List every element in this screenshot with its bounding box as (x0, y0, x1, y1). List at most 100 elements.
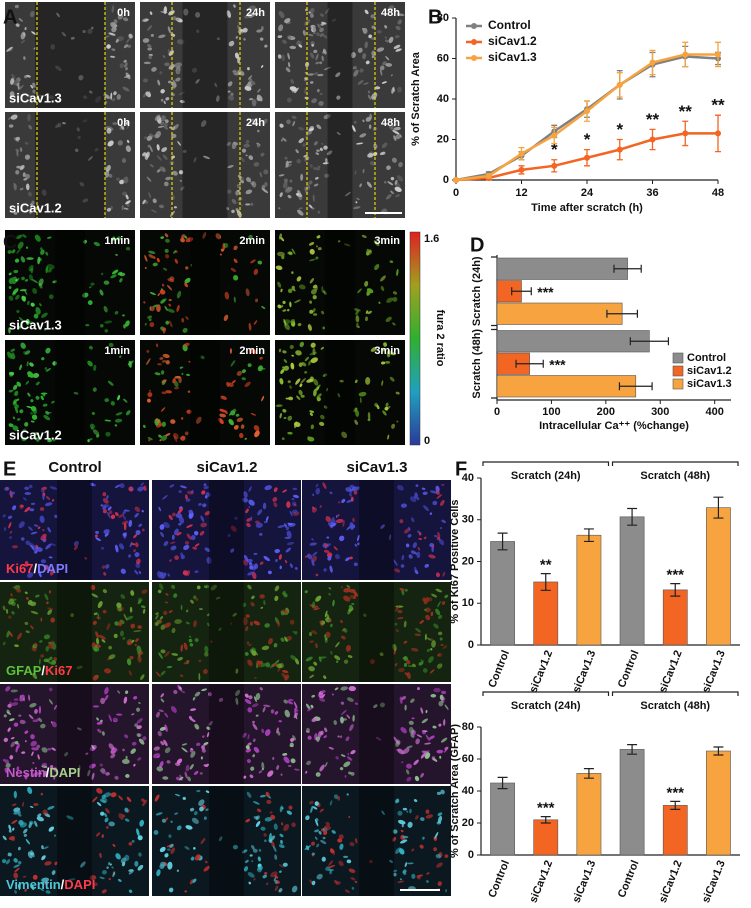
cell (248, 486, 252, 492)
cell (108, 342, 114, 348)
cell (410, 517, 415, 523)
cell (148, 250, 156, 254)
cell (191, 489, 194, 494)
cell (259, 171, 263, 178)
cell (24, 492, 32, 495)
cell (203, 483, 207, 487)
cell (247, 363, 252, 368)
cell (30, 405, 37, 412)
group-bracket (482, 461, 610, 466)
cell (115, 853, 121, 860)
cell (321, 55, 324, 62)
cell (279, 833, 284, 838)
cell (444, 746, 449, 751)
cell (389, 534, 392, 541)
error-bar (583, 768, 594, 779)
cell (142, 18, 149, 23)
cell (419, 620, 424, 624)
legend-label: siCav1.3 (488, 50, 537, 64)
cell (164, 248, 169, 253)
cell (156, 766, 164, 772)
cell (30, 740, 37, 747)
cell (313, 49, 318, 54)
cell (53, 657, 58, 661)
cell (33, 432, 39, 435)
cell (315, 152, 320, 155)
cell (134, 643, 137, 646)
cell (264, 623, 270, 628)
cell (320, 346, 324, 350)
legend-label: Control (687, 352, 726, 364)
cell (326, 387, 329, 392)
cell (194, 854, 201, 861)
cell (201, 688, 208, 692)
cell (323, 48, 327, 55)
cell (110, 92, 113, 100)
cell (316, 393, 322, 399)
cell (282, 137, 287, 142)
cell (280, 773, 283, 776)
cell (35, 395, 40, 400)
cell (314, 829, 320, 833)
time-label: 2min (239, 345, 265, 357)
cell (176, 825, 182, 831)
cell (323, 145, 328, 150)
cell (264, 839, 267, 843)
cell (141, 605, 146, 609)
cell (226, 381, 230, 387)
cell (144, 322, 147, 326)
cell (11, 819, 18, 824)
cell (383, 342, 387, 347)
cell (190, 856, 195, 861)
cell (14, 258, 20, 263)
cell (159, 726, 166, 731)
cell (200, 756, 203, 760)
cell (323, 735, 328, 739)
cell (280, 839, 283, 844)
cell (331, 830, 336, 834)
cell (381, 81, 387, 84)
cell (83, 95, 88, 100)
x-tick-label: 36 (646, 187, 658, 199)
cell (206, 726, 211, 730)
cell (104, 398, 110, 403)
cell (331, 693, 334, 696)
cell (47, 747, 52, 751)
cell (256, 808, 262, 813)
cell (17, 325, 21, 329)
cell (433, 836, 438, 841)
cell (40, 617, 43, 622)
cell (403, 656, 408, 661)
cell (173, 593, 178, 598)
cell (128, 889, 133, 893)
cell (235, 413, 240, 417)
cell (430, 490, 438, 494)
cell (50, 44, 56, 50)
cell (142, 38, 150, 43)
cell (306, 760, 312, 766)
cell (95, 637, 100, 645)
cell (411, 873, 416, 879)
micrograph (302, 786, 451, 896)
cell (440, 789, 445, 795)
cell (429, 512, 433, 515)
cell (282, 670, 289, 674)
cell (119, 63, 124, 69)
x-tick-label: 0 (453, 187, 459, 199)
bar (619, 516, 645, 646)
cell (123, 696, 128, 704)
cell (41, 529, 45, 532)
cell (275, 404, 283, 407)
cell (100, 811, 105, 816)
cell (131, 713, 135, 716)
cell (103, 280, 110, 285)
cell (319, 61, 323, 65)
cell (315, 772, 321, 777)
cell (45, 251, 49, 256)
cell (338, 860, 344, 867)
cell (315, 53, 319, 61)
cell (102, 505, 107, 510)
cell (128, 33, 133, 39)
cell (124, 320, 130, 327)
cell (396, 268, 399, 277)
